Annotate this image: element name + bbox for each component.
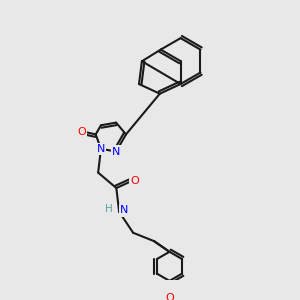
Text: O: O bbox=[130, 176, 139, 186]
Text: N: N bbox=[112, 146, 120, 157]
Text: O: O bbox=[165, 293, 174, 300]
Text: H: H bbox=[105, 204, 112, 214]
Text: O: O bbox=[77, 127, 86, 136]
Text: N: N bbox=[120, 206, 128, 215]
Text: N: N bbox=[97, 144, 105, 154]
